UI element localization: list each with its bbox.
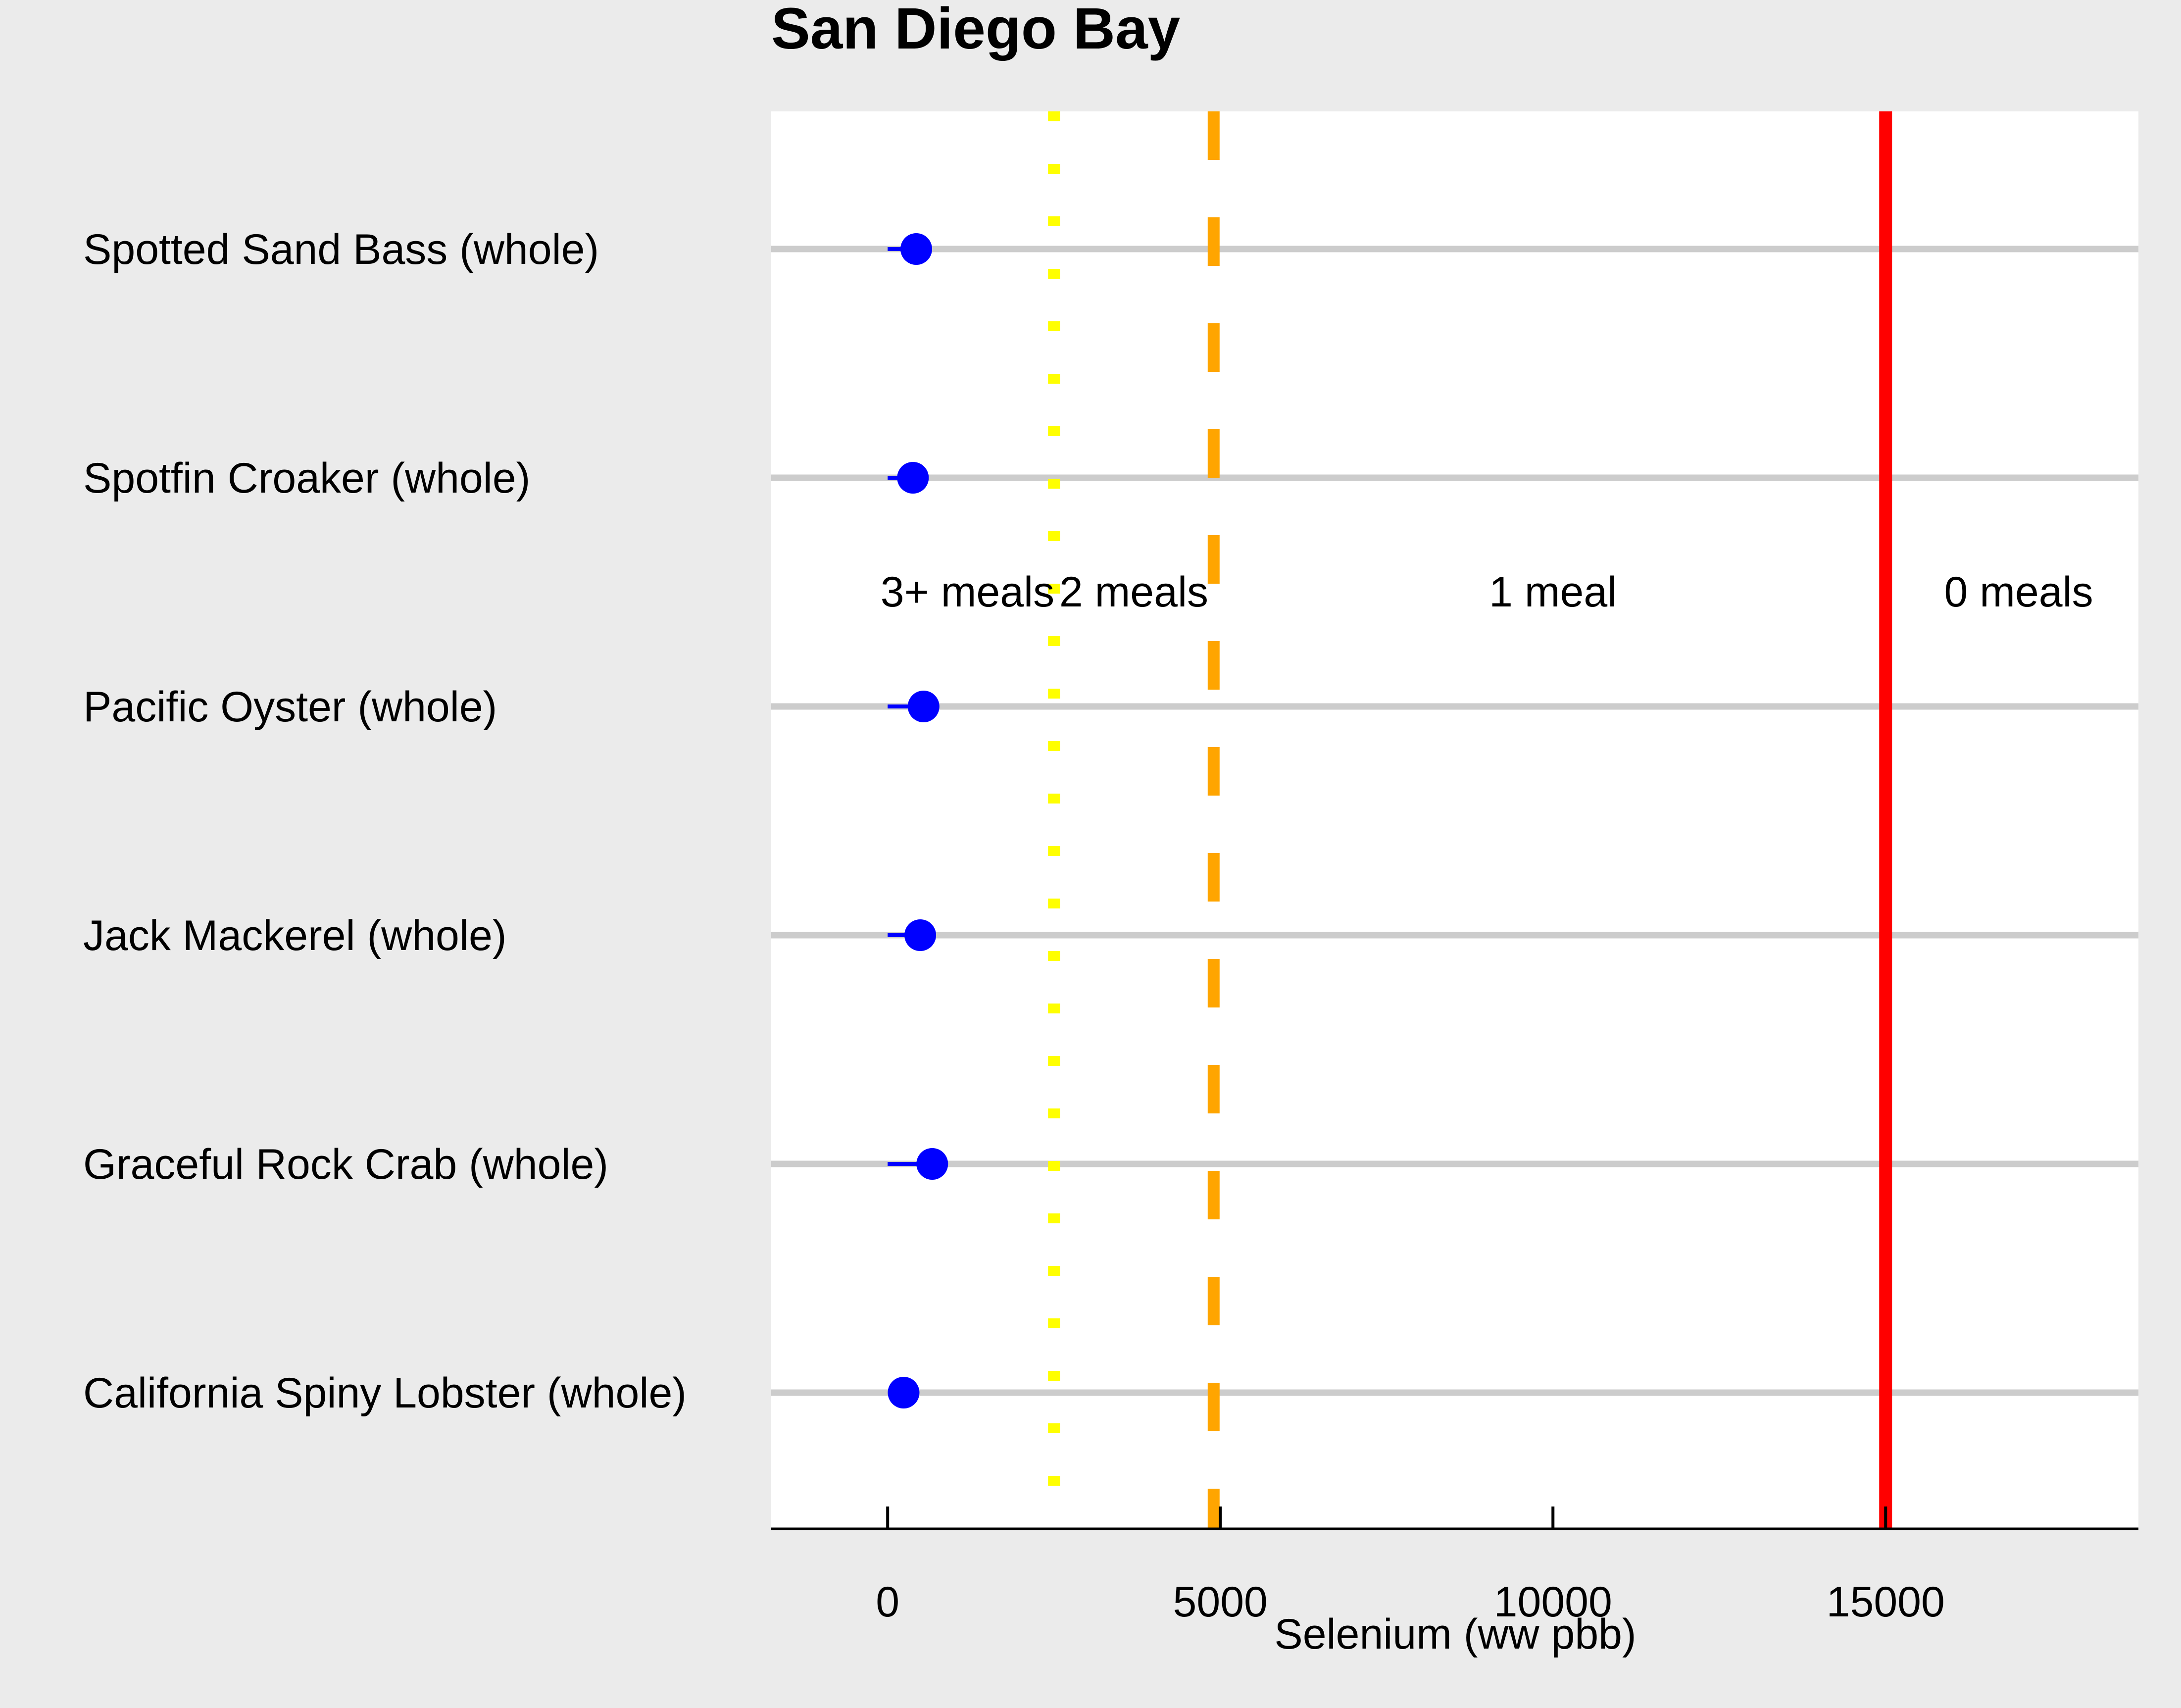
data-series: [888, 233, 948, 1408]
data-point: [904, 919, 937, 951]
category-labels: Spotted Sand Bass (whole) Spotfin Croaker…: [83, 226, 687, 1417]
data-point: [916, 1148, 948, 1180]
meal-annotation: 3+ meals: [881, 568, 1054, 616]
category-label: Graceful Rock Crab (whole): [83, 1141, 608, 1188]
data-point: [900, 233, 933, 265]
category-label: Spotted Sand Bass (whole): [83, 226, 599, 273]
plot-panel: [771, 111, 2138, 1529]
meal-annotation: 1 meal: [1489, 568, 1617, 616]
x-axis: 0 5000 10000 15000: [771, 1507, 2138, 1626]
category-label: Spotfin Croaker (whole): [83, 454, 530, 502]
data-point: [907, 691, 940, 722]
meal-annotation: 0 meals: [1944, 568, 2093, 616]
threshold-lines: [1048, 111, 1892, 1529]
chart-title: San Diego Bay: [771, 0, 1180, 61]
meal-annotation: 2 meals: [1059, 568, 1208, 616]
category-label: Jack Mackerel (whole): [83, 912, 506, 959]
x-axis-label: Selenium (ww pbb): [1274, 1610, 1636, 1658]
category-label: California Spiny Lobster (whole): [83, 1369, 687, 1417]
x-tick-label: 10000: [1494, 1578, 1612, 1626]
meal-annotations: 3+ meals 2 meals 1 meal 0 meals: [881, 568, 2093, 616]
data-point: [888, 1377, 920, 1408]
category-label: Pacific Oyster (whole): [83, 683, 497, 731]
x-tick-label: 0: [876, 1578, 899, 1626]
x-tick-label: 15000: [1827, 1578, 1945, 1626]
data-point: [897, 462, 929, 494]
grid-lines: [771, 246, 2138, 1396]
x-tick-label: 5000: [1173, 1578, 1268, 1626]
